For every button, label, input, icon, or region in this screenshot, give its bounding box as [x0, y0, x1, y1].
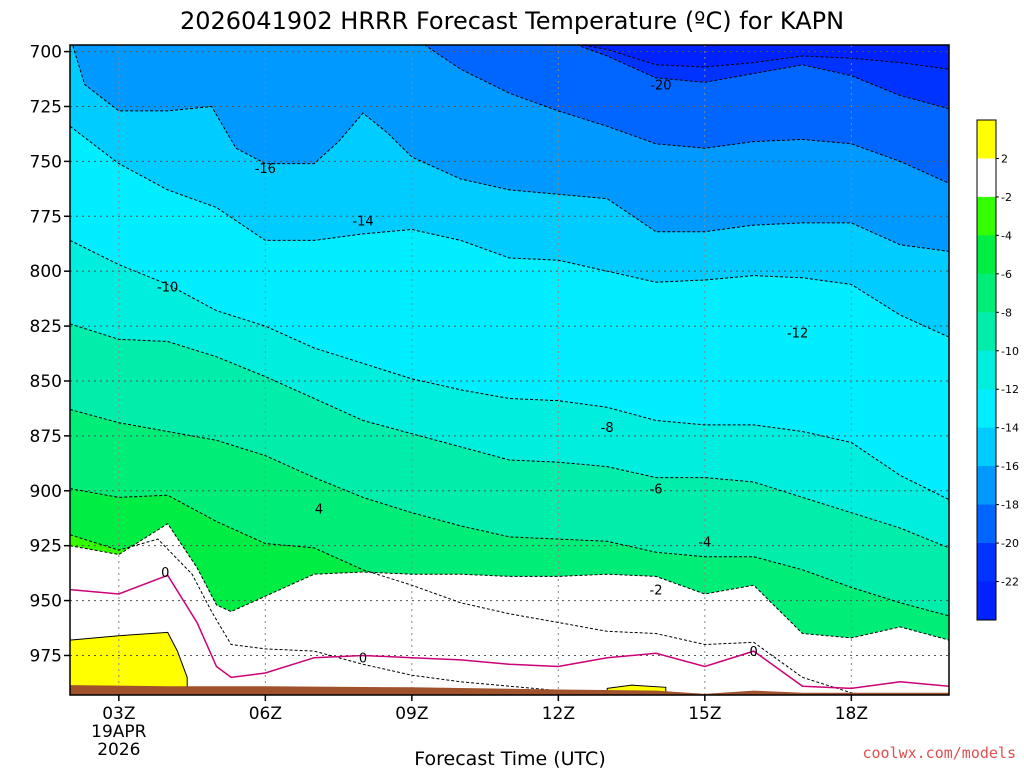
- y-tick-label-800: 800: [30, 262, 62, 282]
- color-bar-label-8: -16: [1001, 460, 1019, 473]
- label-0-b: 0: [359, 652, 367, 667]
- y-tick-label-875: 875: [30, 427, 62, 447]
- color-bar-label-6: -12: [1001, 383, 1019, 396]
- color-bar-label-5: -10: [1001, 345, 1019, 358]
- color-bar-label-9: -18: [1001, 499, 1019, 512]
- gridlines: [70, 45, 949, 695]
- color-bar-swatch-2: [977, 196, 996, 236]
- x-tick-label-15Z: 15Z: [688, 704, 721, 724]
- plot-frame: [69, 44, 950, 696]
- y-tick-label-900: 900: [30, 482, 62, 502]
- color-bar-frame: [976, 119, 997, 621]
- contour-line-neg16: [72, 45, 949, 252]
- fill-above-pos2: [70, 631, 188, 695]
- color-bar-swatch-7: [977, 389, 996, 429]
- x-tick-label-12Z: 12Z: [542, 704, 575, 724]
- color-bar-swatch-12: [977, 581, 996, 621]
- color-bar-label-0: 2: [1001, 152, 1008, 165]
- color-bar-swatch-9: [977, 466, 996, 506]
- x-tick-label-03Z: 03Z: [102, 704, 135, 724]
- y-tick-label-725: 725: [30, 97, 62, 117]
- plot-area: -20-16-14-10-12-8-6-44-200 0: [70, 45, 949, 695]
- temperature-fills: [70, 45, 949, 695]
- color-bar-label-10: -20: [1001, 537, 1019, 550]
- contour-line-neg8: [70, 409, 949, 617]
- label-neg10: -10: [157, 281, 178, 296]
- y-tick-label-700: 700: [30, 43, 62, 63]
- chart-title: 2026041902 HRRR Forecast Temperature (ºC…: [180, 7, 844, 35]
- y-tick-label-775: 775: [30, 207, 62, 227]
- y-tick-label-825: 825: [30, 317, 62, 337]
- contour-line-neg22: [579, 45, 949, 70]
- x-tick-label-18Z: 18Z: [835, 704, 868, 724]
- label-neg8: -8: [601, 421, 614, 436]
- color-bar-swatch-4: [977, 273, 996, 313]
- label-0-c: 0: [750, 645, 758, 660]
- color-bar-swatch-11: [977, 543, 996, 583]
- y-tick-label-850: 850: [30, 372, 62, 392]
- y-axis: 700 725 750 775 800 825 850 875 900 925 950 975: [30, 43, 70, 666]
- color-bar-swatch-1: [977, 158, 996, 198]
- label-neg20: -20: [650, 79, 671, 94]
- contour-line-neg18: [423, 45, 949, 184]
- label-neg16: -16: [255, 162, 276, 177]
- y-tick-label-750: 750: [30, 152, 62, 172]
- color-bar-label-1: -2: [1001, 191, 1012, 204]
- zero-degree-lines: [70, 574, 949, 690]
- x-axis-title: Forecast Time (UTC): [414, 748, 605, 768]
- y-tick-label-950: 950: [30, 592, 62, 612]
- label-neg2: -2: [650, 584, 663, 599]
- contour-line-neg20: [576, 45, 949, 110]
- label-4: 4: [315, 502, 323, 517]
- color-bar-label-2: -4: [1001, 229, 1012, 242]
- color-bar-swatch-8: [977, 427, 996, 467]
- ground-surface: [70, 685, 949, 695]
- credit-text[interactable]: coolwx.com/models: [862, 744, 1016, 762]
- color-bar-label-4: -8: [1001, 306, 1012, 319]
- contour-line-neg12: [70, 239, 949, 501]
- label-neg12: -12: [787, 327, 808, 342]
- label-neg4: -4: [698, 535, 711, 550]
- contour-line-neg10: [70, 323, 949, 549]
- label-0-a: 0: [161, 566, 169, 581]
- color-bar-swatch-0: [977, 120, 996, 159]
- color-bar-label-7: -14: [1001, 422, 1019, 435]
- contour-line-neg6: [70, 488, 872, 695]
- color-bar-label-3: -6: [1001, 268, 1012, 281]
- fill-neg2-pos2: [70, 523, 949, 695]
- zero-line-main: [70, 574, 949, 690]
- color-bar-swatch-5: [977, 312, 996, 352]
- color-bar-label-11: -22: [1001, 576, 1019, 589]
- contour-labels: -20-16-14-10-12-8-6-44-200 0: [157, 79, 808, 667]
- x-tick-label-09Z: 09Z: [395, 704, 428, 724]
- contour-lines: [70, 45, 949, 695]
- ground-fill: [70, 685, 949, 695]
- label-neg14: -14: [352, 215, 373, 230]
- color-bar-swatch-10: [977, 504, 996, 544]
- color-bar-swatch-3: [977, 235, 996, 275]
- x-tick-sublabel-0: 19APR: [91, 722, 147, 742]
- y-tick-label-925: 925: [30, 537, 62, 557]
- x-tick-sublabel-1: 2026: [97, 740, 140, 760]
- color-bar: 2 -2 -4 -6 -8 -10 -12 -14 -16 -18 -20 -22: [976, 119, 1019, 621]
- label-neg6: -6: [650, 483, 663, 498]
- y-tick-label-975: 975: [30, 646, 62, 666]
- color-bar-swatch-6: [977, 350, 996, 390]
- contour-line-neg2: [70, 523, 949, 641]
- contour-line-neg14: [70, 125, 949, 338]
- x-tick-label-06Z: 06Z: [249, 704, 282, 724]
